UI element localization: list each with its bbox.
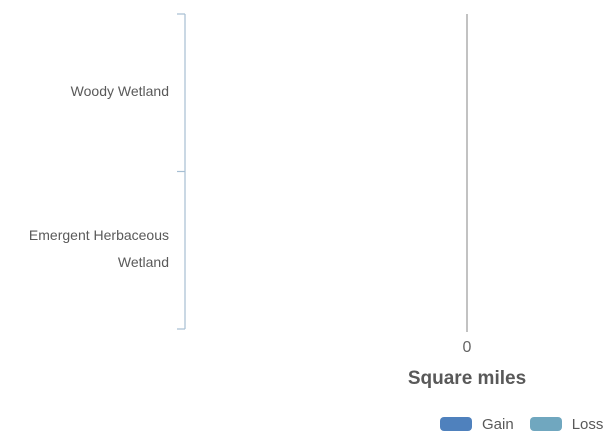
legend-swatch-loss xyxy=(529,417,562,431)
category-label-line: Woody Wetland xyxy=(70,83,169,100)
x-tick-label: 0 xyxy=(462,339,472,356)
category-label: Woody Wetland xyxy=(0,78,169,105)
legend-swatch-gain xyxy=(440,417,472,431)
category-label-line: Emergent Herbaceous xyxy=(28,227,169,244)
legend-label-loss: Loss xyxy=(571,415,604,433)
legend-item-gain[interactable]: Gain xyxy=(440,416,514,433)
x-axis-title: Square miles xyxy=(407,368,527,389)
legend: Gain Loss xyxy=(440,415,603,433)
category-label-line: Wetland xyxy=(117,254,169,271)
legend-label-gain: Gain xyxy=(482,415,514,433)
legend-item-loss[interactable]: Loss xyxy=(529,415,604,433)
category-label: Emergent Herbaceous Wetland xyxy=(0,222,169,276)
